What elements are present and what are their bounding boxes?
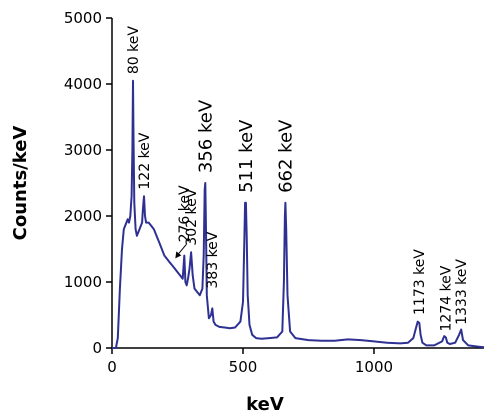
x-tick-label: 1000 xyxy=(355,358,393,376)
y-axis-title: Counts/keV xyxy=(10,126,31,241)
peak-label: 276 keV xyxy=(177,185,193,242)
x-tick-label: 0 xyxy=(107,358,117,376)
peak-label: 383 keV xyxy=(205,231,221,288)
peak-label: 511 keV xyxy=(236,119,257,193)
y-tick-label: 4000 xyxy=(64,75,102,93)
y-tick-label: 0 xyxy=(92,339,102,357)
peak-label: 1173 keV xyxy=(412,249,428,315)
x-tick-label: 500 xyxy=(229,358,258,376)
x-axis-ticks: 0 500 1000 xyxy=(107,348,393,376)
y-tick-label: 2000 xyxy=(64,207,102,225)
peak-label: 80 keV xyxy=(126,26,142,74)
peak-label: 302 keV xyxy=(184,188,200,245)
series-layer xyxy=(112,79,485,349)
y-tick-label: 3000 xyxy=(64,141,102,159)
peak-label: 1333 keV xyxy=(454,259,470,325)
y-tick-label: 5000 xyxy=(64,9,102,27)
y-axis-ticks: 0 1000 2000 3000 4000 5000 xyxy=(64,9,112,357)
peak-label: 122 keV xyxy=(137,132,153,189)
y-tick-label: 1000 xyxy=(64,273,102,291)
peak-label: 1274 keV xyxy=(439,265,455,331)
peak-label: 662 keV xyxy=(276,119,297,193)
peak-label: 356 keV xyxy=(196,99,217,173)
spectrum-line xyxy=(112,79,485,349)
peak-arrow-head xyxy=(175,251,182,259)
x-axis-title: keV xyxy=(246,394,284,415)
